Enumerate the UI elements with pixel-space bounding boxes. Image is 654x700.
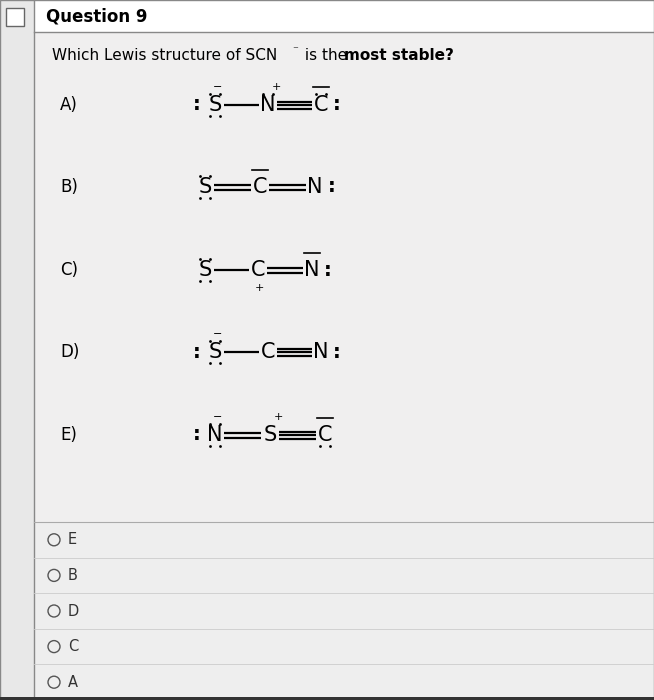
Text: :: : bbox=[328, 178, 336, 197]
Text: N: N bbox=[307, 177, 323, 197]
Text: S: S bbox=[198, 260, 212, 280]
Text: ⁻: ⁻ bbox=[292, 45, 298, 55]
Text: B: B bbox=[68, 568, 78, 583]
Text: C: C bbox=[250, 260, 266, 280]
Text: N: N bbox=[260, 95, 276, 115]
Text: −: − bbox=[213, 82, 223, 92]
Text: A: A bbox=[68, 675, 78, 690]
Text: :: : bbox=[193, 95, 201, 115]
Text: C): C) bbox=[60, 261, 78, 279]
Bar bbox=[34, 32, 654, 522]
Text: E): E) bbox=[60, 426, 77, 444]
Text: −: − bbox=[213, 329, 223, 339]
Text: +: + bbox=[254, 283, 264, 293]
Text: S: S bbox=[264, 425, 277, 445]
Bar bbox=[0, 697, 654, 700]
Text: :: : bbox=[324, 260, 332, 279]
Text: S: S bbox=[209, 342, 222, 362]
Text: +: + bbox=[273, 412, 283, 422]
Text: E: E bbox=[68, 532, 77, 547]
Text: C: C bbox=[68, 639, 78, 654]
Text: S: S bbox=[209, 95, 222, 115]
Text: +: + bbox=[271, 82, 281, 92]
Text: is the: is the bbox=[300, 48, 352, 62]
Text: S: S bbox=[198, 177, 212, 197]
Text: :: : bbox=[193, 342, 201, 361]
Text: N: N bbox=[304, 260, 320, 280]
Text: most stable?: most stable? bbox=[344, 48, 454, 62]
Text: Question 9: Question 9 bbox=[46, 8, 148, 26]
Text: −: − bbox=[213, 412, 223, 422]
Text: D: D bbox=[68, 603, 79, 619]
Text: B): B) bbox=[60, 178, 78, 196]
Text: C: C bbox=[252, 177, 267, 197]
Text: Which Lewis structure of SCN: Which Lewis structure of SCN bbox=[52, 48, 277, 62]
Text: N: N bbox=[207, 425, 223, 445]
Text: C: C bbox=[261, 342, 275, 362]
Bar bbox=[34, 522, 654, 700]
Text: :: : bbox=[193, 426, 201, 444]
Text: :: : bbox=[333, 95, 341, 115]
Text: D): D) bbox=[60, 343, 79, 361]
Text: :: : bbox=[333, 342, 341, 361]
Text: C: C bbox=[318, 425, 332, 445]
Text: N: N bbox=[313, 342, 329, 362]
Text: C: C bbox=[314, 95, 328, 115]
Bar bbox=[0, 0, 34, 700]
FancyBboxPatch shape bbox=[6, 8, 24, 26]
Text: A): A) bbox=[60, 96, 78, 114]
